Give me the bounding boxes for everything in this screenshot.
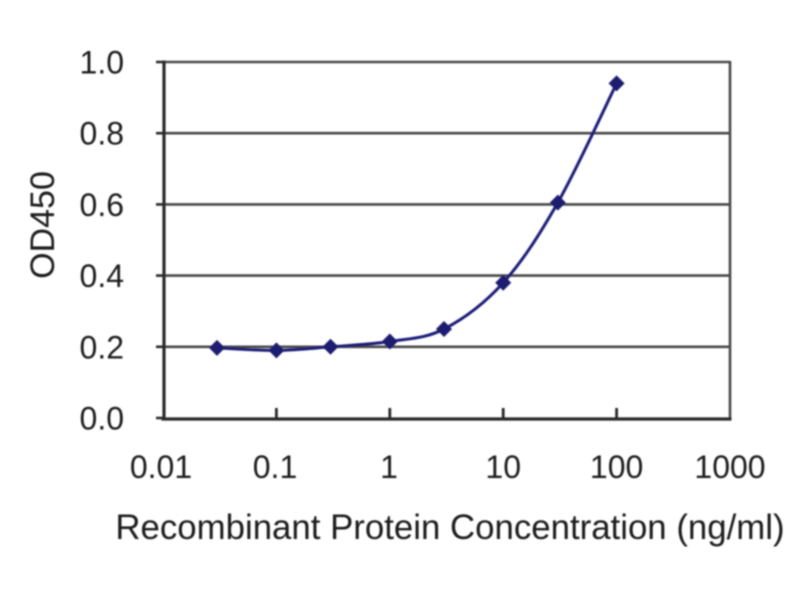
svg-text:1: 1: [380, 449, 398, 485]
svg-text:1000: 1000: [694, 449, 765, 485]
svg-text:1.0: 1.0: [80, 45, 124, 81]
svg-text:0.01: 0.01: [130, 449, 192, 485]
svg-text:0.8: 0.8: [80, 116, 124, 152]
svg-text:100: 100: [590, 449, 643, 485]
svg-text:0.6: 0.6: [80, 187, 124, 223]
svg-text:0.0: 0.0: [80, 401, 124, 437]
svg-text:0.1: 0.1: [253, 449, 297, 485]
svg-text:Recombinant Protein Concentrat: Recombinant Protein Concentration (ng/ml…: [115, 508, 784, 547]
svg-text:0.4: 0.4: [80, 258, 124, 294]
svg-text:10: 10: [485, 449, 521, 485]
svg-text:OD450: OD450: [24, 171, 62, 279]
svg-text:0.2: 0.2: [80, 329, 124, 365]
